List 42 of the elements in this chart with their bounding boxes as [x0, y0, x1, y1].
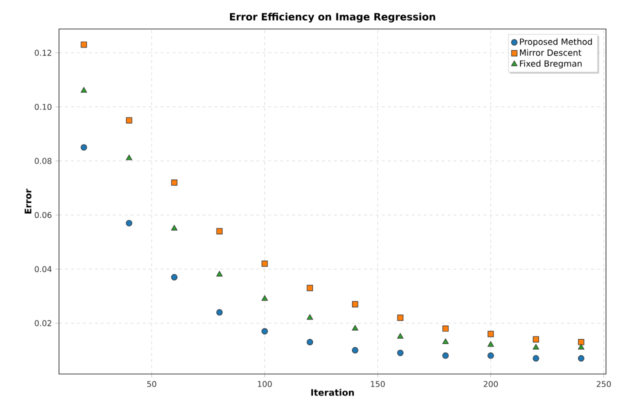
point	[171, 224, 178, 230]
point	[262, 295, 268, 301]
point	[126, 117, 132, 124]
point	[397, 333, 404, 339]
point	[171, 179, 178, 186]
point	[442, 325, 449, 332]
point	[80, 144, 88, 151]
point	[306, 314, 314, 320]
point	[216, 270, 223, 276]
point	[532, 336, 540, 342]
legend-label: Fixed Bregman	[520, 60, 582, 68]
point	[352, 324, 358, 331]
point	[262, 260, 268, 267]
point	[216, 309, 223, 316]
point	[578, 355, 584, 362]
point	[306, 338, 314, 346]
point	[262, 328, 268, 334]
point	[488, 352, 494, 359]
point	[80, 42, 87, 48]
point	[306, 284, 313, 292]
point	[216, 228, 223, 234]
point	[397, 350, 404, 356]
chart-title: Error Efficiency on Image Regression	[230, 12, 436, 22]
point	[578, 344, 584, 350]
point	[352, 347, 358, 354]
point	[442, 352, 449, 359]
point	[126, 154, 132, 160]
point	[532, 344, 540, 350]
point	[352, 301, 358, 308]
point	[80, 87, 88, 93]
point	[397, 314, 404, 321]
point	[126, 220, 132, 226]
x-axis-title: Iteration	[311, 388, 354, 396]
point	[578, 339, 584, 346]
point	[532, 355, 540, 362]
point	[488, 341, 494, 347]
legend-label: Proposed Method	[520, 38, 592, 47]
y-axis-title: Error	[24, 188, 32, 214]
point	[171, 274, 178, 280]
legend-label: Mirror Descent	[520, 49, 582, 56]
point	[488, 330, 494, 338]
point	[442, 338, 449, 344]
